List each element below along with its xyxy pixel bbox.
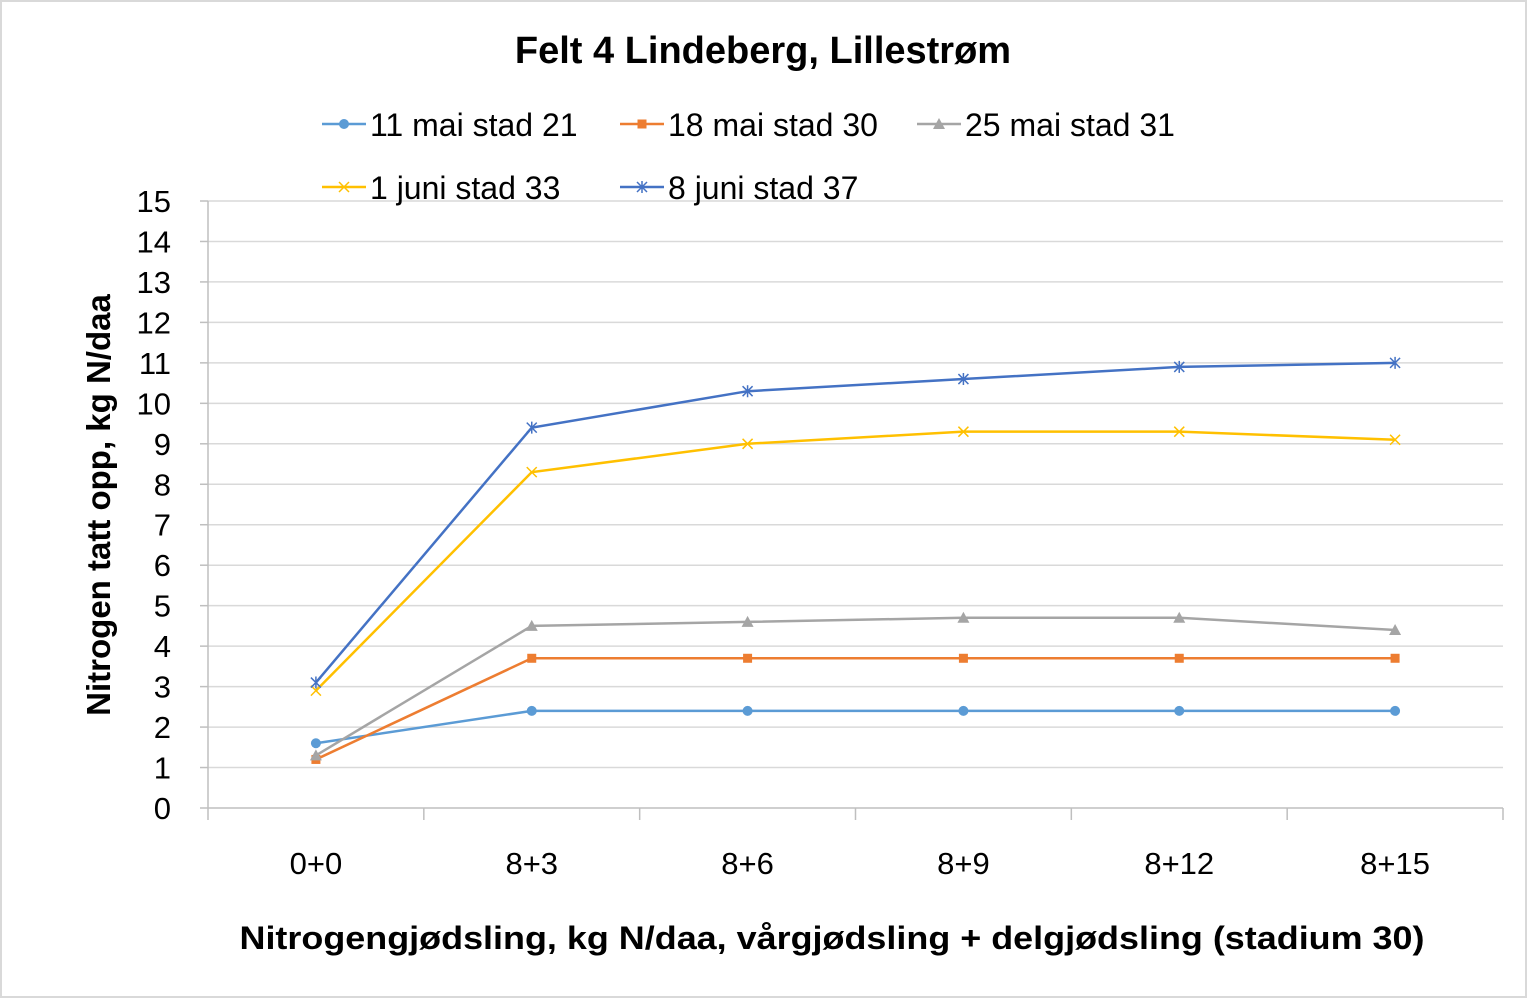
data-point-circle	[1174, 705, 1185, 716]
y-tick-label: 6	[154, 548, 171, 583]
data-point-circle	[526, 705, 537, 716]
x-tick-label: 0+0	[290, 846, 343, 881]
y-tick-label: 10	[137, 386, 171, 421]
y-tick-label: 4	[154, 629, 171, 664]
y-tick-label: 2	[154, 710, 171, 745]
data-point-star	[1389, 356, 1401, 369]
data-point-star	[742, 385, 754, 398]
data-point-square	[1174, 653, 1184, 663]
y-tick-label: 14	[137, 224, 171, 259]
data-point-x	[1173, 426, 1185, 438]
series-line	[315, 616, 1396, 757]
x-tick-label: 8+3	[505, 846, 558, 881]
data-point-x	[310, 685, 322, 697]
data-point-triangle	[1389, 623, 1402, 635]
y-tick-label: 5	[154, 589, 171, 624]
series-0	[310, 705, 1401, 749]
data-point-star	[636, 181, 648, 193]
x-axis-label: Nitrogengjødsling, kg N/daa, vårgjødslin…	[240, 920, 1425, 956]
data-point-x	[526, 466, 538, 478]
legend-label: 25 mai stad 31	[965, 107, 1175, 143]
data-point-square	[958, 653, 968, 663]
data-point-triangle	[309, 749, 322, 761]
chart-title: Felt 4 Lindeberg, Lillestrøm	[515, 30, 1011, 72]
y-tick-label: 13	[137, 265, 171, 300]
series-line	[315, 657, 1396, 761]
legend-label: 1 juni stad 33	[370, 170, 560, 206]
data-point-circle	[1390, 705, 1401, 716]
legend-item: 11 mai stad 21	[322, 107, 578, 143]
data-point-circle	[742, 705, 753, 716]
data-point-star	[957, 373, 969, 386]
y-tick-label: 11	[139, 346, 171, 381]
data-point-star	[526, 421, 538, 434]
series-3	[310, 426, 1401, 697]
series-line	[315, 709, 1396, 745]
legend: 11 mai stad 21 18 mai stad 30 25 mai stad …	[322, 107, 1175, 206]
gridlines	[208, 200, 1503, 769]
series-2	[309, 611, 1402, 761]
y-tick-label: 12	[137, 305, 171, 340]
y-tick-label: 8	[154, 467, 171, 502]
data-point-circle	[958, 705, 969, 716]
legend-item: 18 mai stad 30	[620, 107, 878, 143]
x-tick-labels: 0+0 8+3 8+6 8+9 8+12 8+15	[290, 846, 1430, 881]
legend-label: 8 juni stad 37	[668, 170, 858, 206]
x-tick-label: 8+9	[937, 846, 990, 881]
y-tick-label: 7	[154, 508, 171, 543]
series-line	[314, 361, 1396, 684]
series-4	[310, 356, 1401, 689]
data-point-star	[1173, 360, 1185, 373]
legend-label: 18 mai stad 30	[668, 107, 878, 143]
data-point-triangle	[1173, 611, 1186, 623]
x-tick-label: 8+6	[721, 846, 774, 881]
y-tick-label: 15	[137, 184, 171, 219]
legend-item: 8 juni stad 37	[620, 170, 858, 206]
legend-item: 1 juni stad 33	[322, 170, 560, 206]
data-point-x	[957, 426, 969, 438]
data-point-square	[527, 653, 537, 663]
legend-item: 25 mai stad 31	[917, 107, 1175, 143]
data-point-triangle	[741, 615, 754, 627]
data-point-triangle	[933, 118, 945, 129]
x-tick-label: 8+12	[1144, 846, 1214, 881]
data-point-x	[338, 181, 350, 193]
data-point-circle	[310, 738, 321, 749]
x-tick-label: 8+15	[1360, 846, 1430, 881]
data-point-square	[743, 653, 753, 663]
y-tick-label: 3	[154, 670, 171, 705]
series-group	[309, 356, 1402, 764]
legend-label: 11 mai stad 21	[370, 107, 578, 143]
data-point-square	[1390, 653, 1400, 663]
data-point-triangle	[525, 619, 538, 631]
data-point-triangle	[957, 611, 970, 623]
axes	[200, 200, 1504, 820]
y-tick-label: 1	[154, 751, 171, 786]
y-tick-label: 9	[154, 427, 171, 462]
data-point-star	[310, 676, 322, 689]
data-point-x	[742, 438, 754, 450]
series-line	[315, 430, 1396, 692]
y-axis-label: Nitrogen tatt opp, kg N/daa	[80, 294, 117, 716]
data-point-square	[637, 119, 647, 129]
data-point-circle	[339, 119, 349, 129]
data-point-x	[1389, 434, 1401, 446]
y-tick-label: 0	[154, 791, 171, 826]
